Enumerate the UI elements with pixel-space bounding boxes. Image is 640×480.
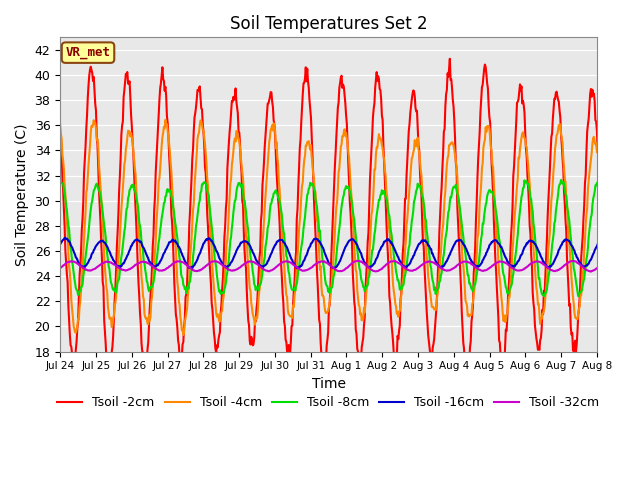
Line: Tsoil -2cm: Tsoil -2cm xyxy=(60,59,633,380)
Tsoil -16cm xyxy=(124,252,132,257)
Tsoil -4cm xyxy=(124,135,131,141)
Tsoil -32cm xyxy=(279,259,287,265)
Tsoil -32cm xyxy=(257,264,265,270)
Tsoil -32cm xyxy=(438,266,446,272)
Tsoil -32cm xyxy=(406,268,414,274)
Tsoil -16cm xyxy=(629,244,637,250)
Tsoil -2cm xyxy=(446,56,454,61)
Tsoil -32cm xyxy=(228,268,236,274)
Tsoil -4cm xyxy=(259,240,266,245)
Y-axis label: Soil Temperature (C): Soil Temperature (C) xyxy=(15,123,29,266)
Tsoil -32cm xyxy=(124,267,131,273)
Tsoil -16cm xyxy=(56,241,64,247)
Tsoil -2cm xyxy=(257,218,265,224)
Tsoil -8cm xyxy=(406,242,413,248)
Legend: Tsoil -2cm, Tsoil -4cm, Tsoil -8cm, Tsoil -16cm, Tsoil -32cm: Tsoil -2cm, Tsoil -4cm, Tsoil -8cm, Tsoi… xyxy=(52,391,605,414)
Tsoil -2cm xyxy=(464,377,472,383)
Line: Tsoil -32cm: Tsoil -32cm xyxy=(60,261,633,272)
Tsoil -8cm xyxy=(629,186,637,192)
Tsoil -16cm xyxy=(439,263,447,269)
Tsoil -16cm xyxy=(280,240,287,245)
Tsoil -4cm xyxy=(179,332,187,338)
Tsoil -2cm xyxy=(124,69,131,75)
Tsoil -4cm xyxy=(407,164,415,170)
Tsoil -8cm xyxy=(56,176,64,182)
Tsoil -2cm xyxy=(629,127,637,133)
Tsoil -16cm xyxy=(293,265,301,271)
Tsoil -32cm xyxy=(355,258,363,264)
Tsoil -32cm xyxy=(629,265,637,271)
Tsoil -8cm xyxy=(438,270,445,276)
Tsoil -4cm xyxy=(280,261,288,266)
X-axis label: Time: Time xyxy=(312,377,346,391)
Tsoil -2cm xyxy=(438,184,445,190)
Tsoil -16cm xyxy=(61,235,68,241)
Tsoil -8cm xyxy=(124,205,131,211)
Tsoil -4cm xyxy=(161,117,169,123)
Tsoil -16cm xyxy=(407,258,415,264)
Tsoil -2cm xyxy=(406,121,413,127)
Title: Soil Temperatures Set 2: Soil Temperatures Set 2 xyxy=(230,15,428,33)
Tsoil -8cm xyxy=(279,222,287,228)
Line: Tsoil -8cm: Tsoil -8cm xyxy=(60,179,633,296)
Tsoil -2cm xyxy=(279,290,287,296)
Tsoil -4cm xyxy=(439,222,447,228)
Line: Tsoil -4cm: Tsoil -4cm xyxy=(60,120,633,335)
Text: VR_met: VR_met xyxy=(65,46,111,59)
Tsoil -4cm xyxy=(56,121,64,127)
Tsoil -16cm xyxy=(258,264,266,269)
Tsoil -2cm xyxy=(56,136,64,142)
Tsoil -32cm xyxy=(56,265,64,271)
Tsoil -4cm xyxy=(629,142,637,147)
Tsoil -8cm xyxy=(228,219,236,225)
Tsoil -4cm xyxy=(230,140,238,145)
Tsoil -8cm xyxy=(257,280,265,286)
Tsoil -8cm xyxy=(540,293,548,299)
Tsoil -32cm xyxy=(587,269,595,275)
Line: Tsoil -16cm: Tsoil -16cm xyxy=(60,238,633,268)
Tsoil -2cm xyxy=(228,99,236,105)
Tsoil -16cm xyxy=(230,255,237,261)
